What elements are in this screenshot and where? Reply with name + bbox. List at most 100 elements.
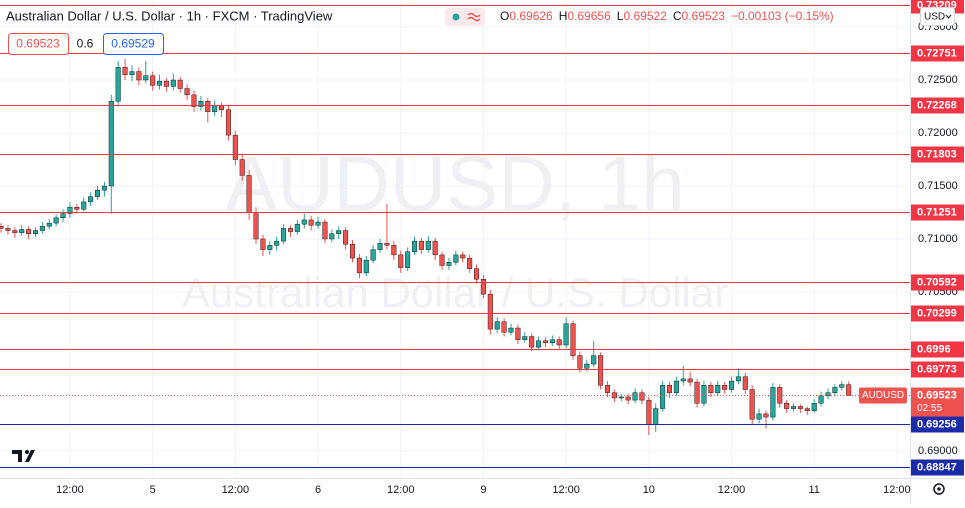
candle-body (425, 240, 431, 250)
candle-body (405, 251, 411, 268)
x-tick-label: 9 (480, 484, 486, 496)
candle-body (74, 207, 80, 210)
candle-body (639, 392, 645, 401)
candle-body (598, 355, 604, 386)
buy-button[interactable]: 0.69529 (103, 33, 164, 55)
buy-box[interactable] (103, 33, 164, 55)
candle-body (191, 94, 197, 107)
tradingview-logo[interactable] (12, 450, 35, 462)
candle-body (398, 254, 404, 268)
currency-box[interactable] (920, 7, 955, 26)
last-name-box (859, 387, 907, 404)
candle-body (763, 413, 769, 418)
candle-body (308, 219, 314, 226)
candle-body (356, 257, 362, 274)
watermark-description: Australian Dollar / U.S. Dollar (182, 269, 728, 316)
candle-body (522, 336, 528, 340)
toggle-background[interactable] (445, 8, 485, 26)
candle-body (749, 389, 755, 420)
candle-body (274, 240, 280, 246)
sell-button[interactable]: 0.69523 (8, 33, 69, 55)
level-label: 0.72268 (917, 99, 957, 111)
level-label-box (911, 459, 964, 476)
readout-value: 0.69523 (682, 9, 726, 23)
sell-box[interactable] (8, 33, 69, 55)
candle-body (95, 190, 101, 197)
candle-body (715, 385, 721, 393)
x-tick-label: 12:00 (387, 484, 415, 496)
candle-body (722, 385, 728, 390)
level-label: 0.6996 (917, 343, 951, 355)
candle-body (487, 293, 493, 330)
y-tick-label: 0.69000 (918, 445, 958, 457)
candle-body (453, 254, 459, 263)
candle-body (446, 262, 452, 266)
logo-dot (25, 450, 29, 454)
candle-body (708, 385, 714, 393)
candle-body (687, 378, 693, 383)
candle-body (832, 387, 838, 393)
candle-body (439, 254, 445, 266)
level-label: 0.72751 (917, 47, 957, 59)
chevron (945, 14, 952, 19)
candle-body (515, 327, 521, 340)
readout-value: 0.69656 (567, 9, 611, 23)
candle-body (81, 201, 87, 210)
candle-body (811, 403, 817, 411)
candle-body (646, 399, 652, 425)
candle-body (88, 196, 94, 203)
candle-body (212, 105, 218, 113)
level-label-box (911, 341, 964, 358)
candle-body (205, 101, 211, 113)
candle-body (239, 159, 245, 176)
candle-body (5, 228, 11, 231)
candle-body (735, 376, 741, 382)
chart-title: Australian Dollar / U.S. Dollar · 1h · F… (6, 8, 333, 23)
candle-body (770, 387, 776, 418)
candle-body (756, 413, 762, 420)
gear-hub (937, 487, 941, 491)
currency-select[interactable]: USD (920, 7, 955, 26)
x-tick-label: 12:00 (56, 484, 84, 496)
x-tick-label: 10 (643, 484, 655, 496)
x-tick-label: 12:00 (552, 484, 580, 496)
candle-body (791, 406, 797, 409)
candle-body (825, 392, 831, 397)
spread: 0.6 (77, 37, 94, 51)
candle-body (742, 376, 748, 390)
candle-body (150, 75, 156, 86)
axes: 0.730000.725000.720000.715000.710000.705… (56, 0, 964, 496)
ohlc-readout: O0.69626 H0.69656 L0.69522 C0.69523 −0.00103… (500, 9, 834, 23)
y-tick-label: 0.72500 (918, 74, 958, 86)
level-label: 0.69256 (917, 418, 957, 430)
level-label-box (911, 361, 964, 378)
y-tick-label: 0.71000 (918, 233, 958, 245)
candle-body (563, 323, 569, 346)
readout-key: O (500, 9, 509, 23)
level-label-box (911, 146, 964, 163)
candle-body (225, 109, 231, 136)
candle-body (777, 387, 783, 404)
level-label: 0.68847 (917, 461, 957, 473)
level-label: 0.71803 (917, 148, 957, 160)
candle-body (108, 101, 114, 187)
candle-body (653, 408, 659, 425)
grid (0, 0, 910, 478)
candle-body (818, 395, 824, 404)
candle-body (839, 384, 845, 388)
level-label: 0.73209 (917, 0, 957, 11)
x-tick-label: 12:00 (222, 484, 250, 496)
indicator-toggles[interactable] (445, 8, 485, 26)
x-tick-label: 6 (315, 484, 321, 496)
settings-button[interactable] (933, 483, 945, 495)
level-label-box (911, 416, 964, 433)
candle-body (101, 185, 107, 191)
candle-body (122, 67, 128, 75)
candle-body (363, 259, 369, 274)
candle-body (529, 336, 535, 348)
level-label-box (911, 274, 964, 291)
candle-body (846, 384, 852, 396)
candle-body (384, 243, 390, 246)
candle-body (604, 385, 610, 393)
